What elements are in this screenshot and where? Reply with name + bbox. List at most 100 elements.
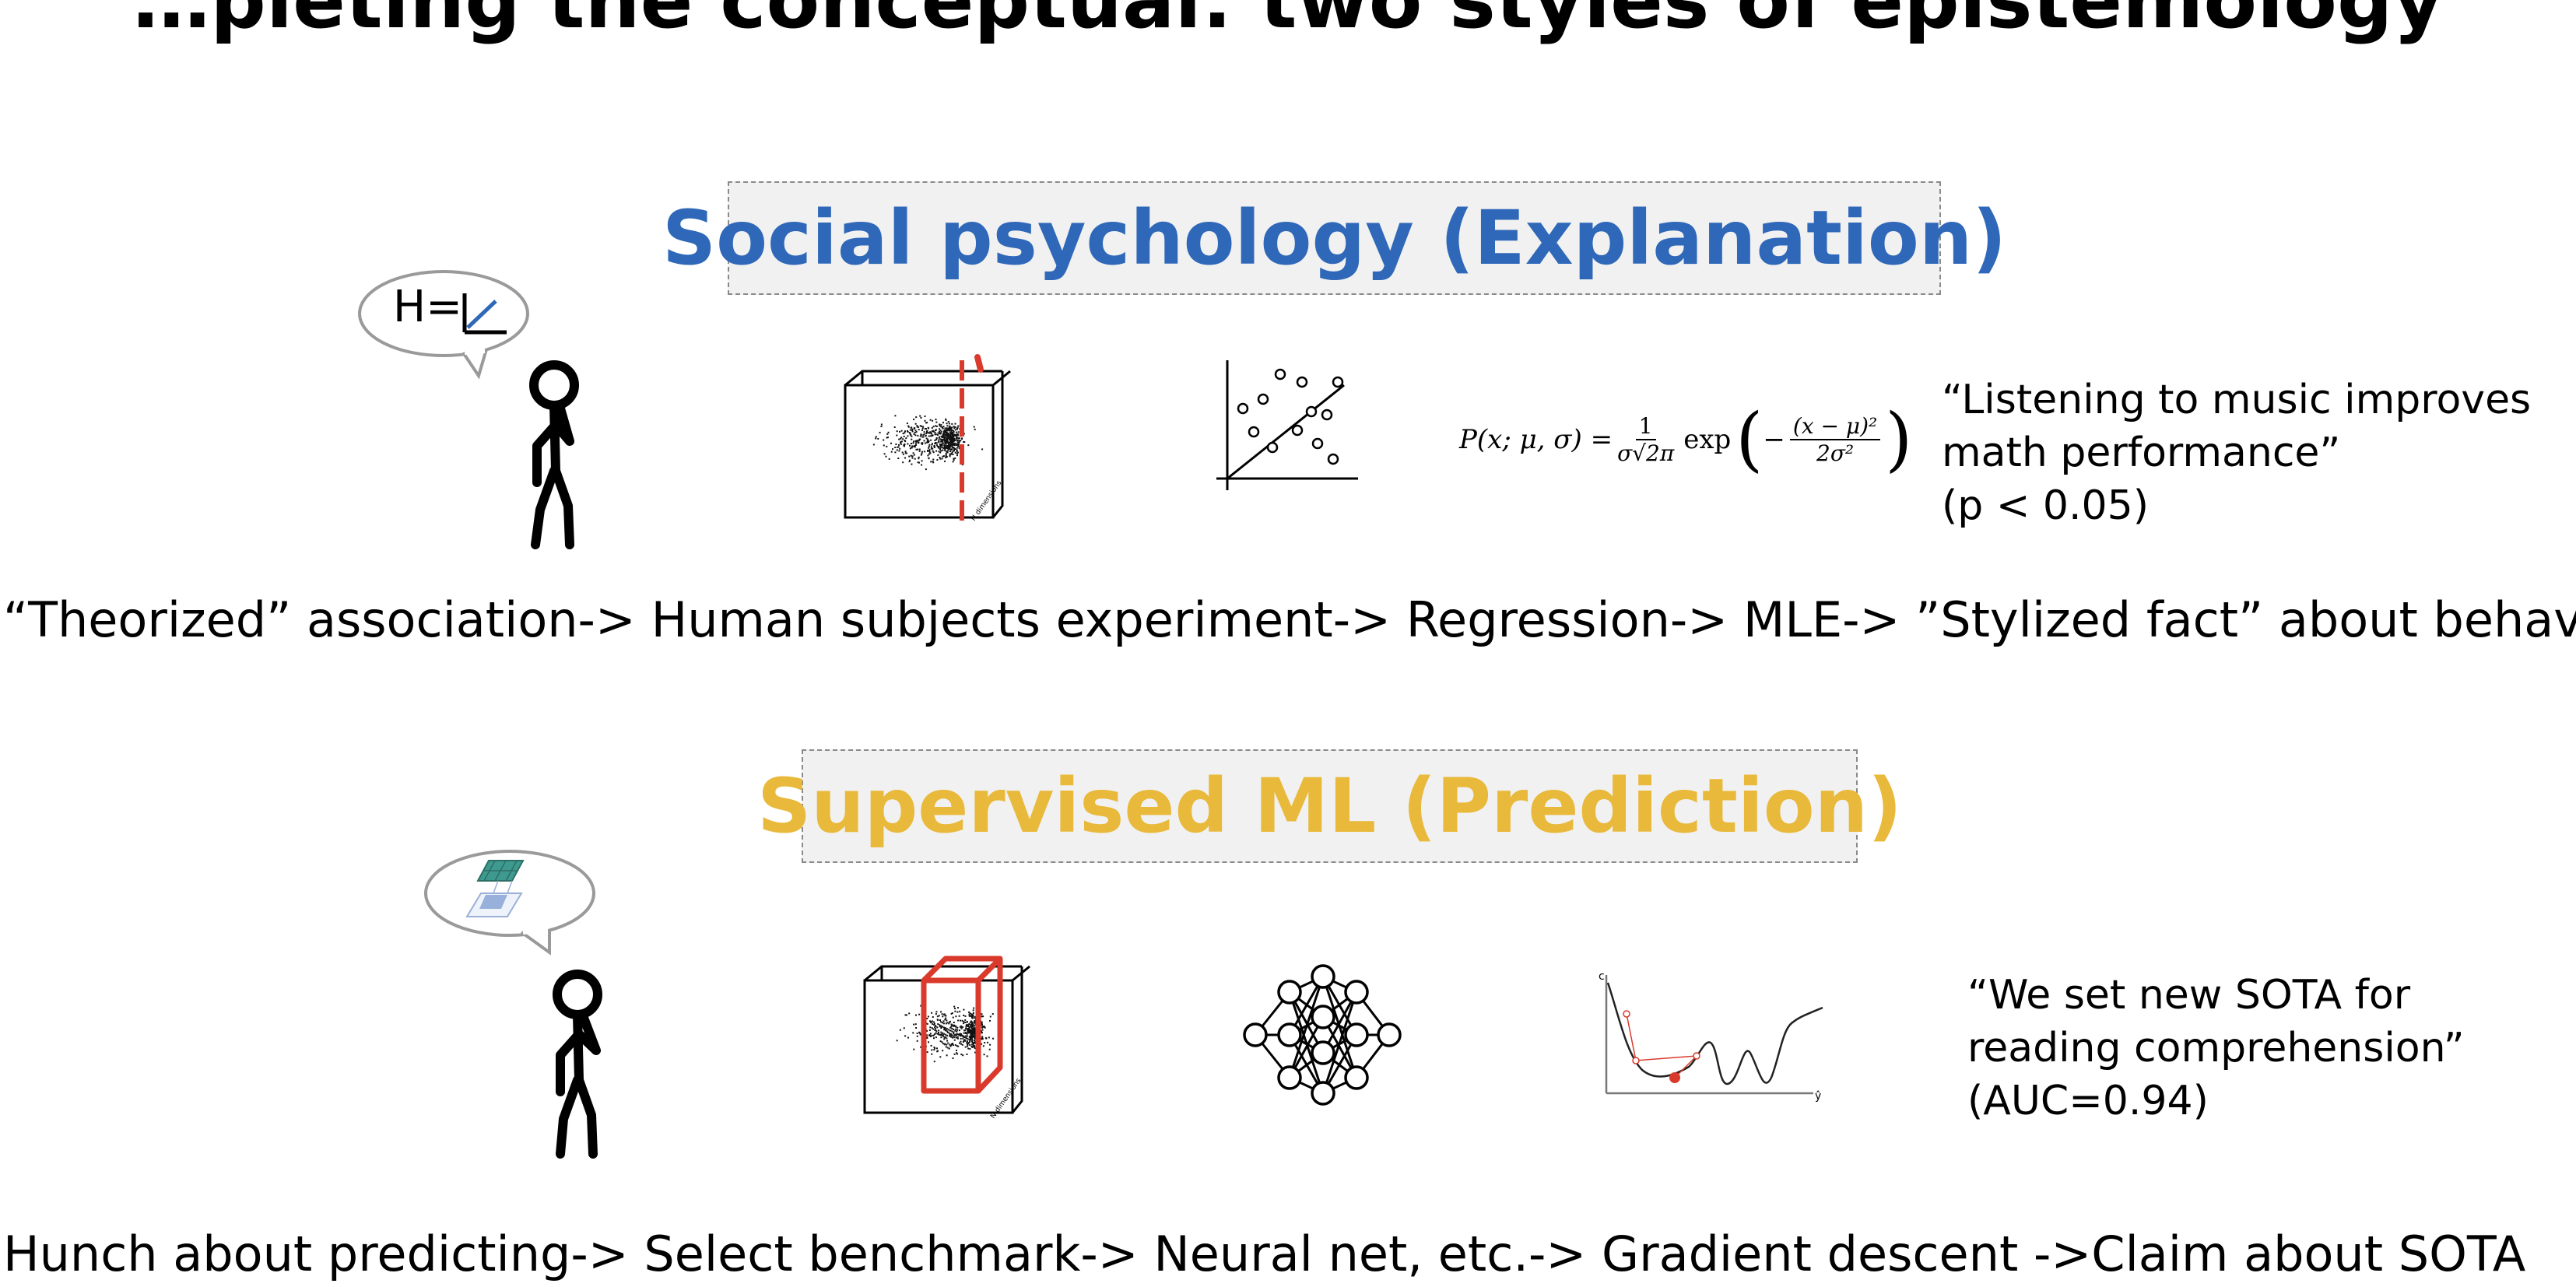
data-point — [932, 443, 933, 445]
data-point — [949, 435, 950, 437]
data-point — [946, 451, 948, 453]
data-point — [967, 1047, 970, 1050]
data-point — [949, 445, 952, 447]
data-point — [926, 1018, 928, 1019]
data-point — [875, 437, 877, 440]
data-point — [973, 1007, 975, 1009]
data-point — [927, 450, 929, 452]
data-point — [949, 454, 951, 456]
data-point — [950, 438, 953, 440]
data-point — [914, 423, 917, 425]
data-point — [904, 451, 907, 453]
data-point — [938, 446, 940, 448]
data-point — [914, 434, 917, 437]
data-point — [968, 1029, 970, 1031]
stick-figure-icon — [529, 360, 579, 549]
data-point — [935, 442, 936, 444]
data-point — [970, 1033, 972, 1035]
data-point — [939, 433, 942, 435]
data-point — [950, 426, 953, 429]
data-point — [914, 440, 917, 442]
data-point — [967, 1030, 970, 1033]
data-point — [916, 1033, 918, 1034]
data-point — [931, 1049, 933, 1051]
data-point — [934, 443, 936, 445]
data-point — [907, 431, 909, 433]
data-point — [913, 445, 915, 447]
data-point — [930, 446, 932, 448]
data-point — [935, 439, 938, 440]
data-point — [886, 433, 889, 435]
data-point — [953, 449, 956, 451]
data-point — [900, 437, 903, 439]
data-point — [972, 1036, 974, 1038]
data-point — [942, 431, 945, 433]
data-point — [908, 432, 911, 433]
data-point — [918, 426, 919, 428]
data-point — [957, 439, 959, 441]
data-point — [951, 1034, 953, 1036]
data-point — [900, 442, 902, 444]
frac2-num: (x − μ)² — [1789, 413, 1881, 440]
data-point — [942, 1043, 944, 1045]
data-point — [927, 438, 929, 440]
data-point — [907, 1036, 909, 1039]
data-point — [957, 1045, 960, 1047]
data-point — [934, 1029, 936, 1031]
data-point — [946, 1054, 948, 1057]
data-point — [987, 1041, 989, 1043]
data-point — [929, 1020, 931, 1022]
data-point — [955, 1036, 957, 1039]
data-point — [932, 419, 934, 422]
data-point — [929, 452, 932, 454]
data-point — [909, 459, 911, 461]
speech-bubble-icon-ml — [424, 850, 595, 956]
data-point — [956, 1033, 959, 1036]
data-point — [954, 447, 956, 450]
data-point — [904, 432, 906, 434]
data-point — [939, 1026, 941, 1028]
data-point — [946, 444, 949, 447]
data-point — [951, 1024, 953, 1026]
data-point — [956, 444, 958, 446]
data-point — [969, 1040, 971, 1042]
data-point — [913, 433, 915, 435]
data-point — [945, 1022, 947, 1025]
data-point — [970, 1024, 972, 1026]
data-point — [947, 1031, 949, 1033]
data-point — [920, 1005, 922, 1007]
data-point — [917, 434, 919, 437]
data-point — [951, 1043, 953, 1045]
data-point — [974, 1045, 976, 1047]
data-point — [939, 1034, 942, 1036]
data-point — [927, 454, 929, 457]
data-point — [940, 440, 942, 443]
data-point — [944, 430, 946, 432]
data-point — [942, 440, 944, 442]
data-point — [981, 1026, 984, 1029]
data-point — [940, 1025, 942, 1027]
social-claim: “Listening to music improves math perfor… — [1942, 373, 2531, 532]
data-point — [938, 1015, 940, 1017]
data-point — [970, 1043, 973, 1046]
frac1-den: σ√2π — [1617, 440, 1675, 466]
data-point — [954, 1029, 956, 1032]
data-point — [939, 451, 942, 454]
data-point — [927, 1015, 929, 1018]
data-point — [983, 1026, 985, 1028]
data-point — [905, 452, 907, 454]
neuron-node — [1277, 1022, 1302, 1047]
data-point — [931, 426, 933, 429]
data-point — [949, 1021, 951, 1023]
data-point — [952, 461, 954, 463]
neuron-node — [1344, 1065, 1369, 1090]
data-point — [939, 457, 941, 458]
data-point — [932, 430, 934, 432]
data-point — [916, 1040, 918, 1042]
data-point — [949, 439, 951, 441]
data-point — [930, 1035, 932, 1036]
gaussian-equation: P(x; μ, σ) = 1 σ√2π exp ( − (x − μ)² 2σ²… — [1459, 405, 1912, 475]
data-point — [909, 429, 911, 431]
data-point — [938, 1029, 940, 1032]
data-point — [945, 444, 947, 447]
